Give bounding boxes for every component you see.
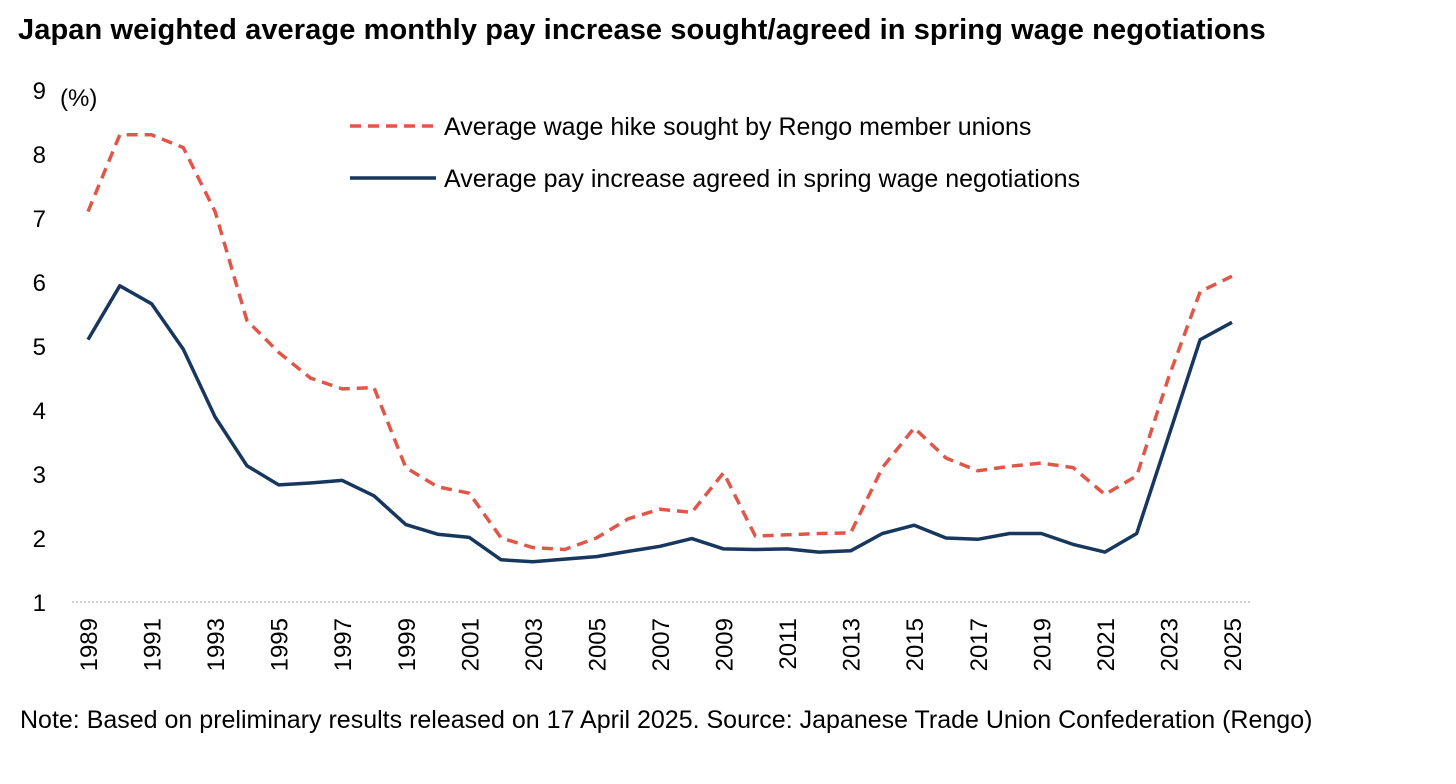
x-tick-label: 2009 — [712, 618, 739, 671]
x-tick-label: 2015 — [902, 618, 929, 671]
line-chart: 1 2 3 4 5 6 7 8 9 (%) 1989 1991 1993 1995 1997 1999 20… — [33, 78, 1250, 671]
y-tick-label: 8 — [33, 142, 46, 169]
legend-label: Average wage hike sought by Rengo member… — [444, 113, 1031, 141]
x-tick-label: 2023 — [1156, 618, 1183, 671]
y-tick-label: 9 — [33, 78, 46, 105]
x-tick-label: 2007 — [648, 618, 675, 671]
x-tick-label: 2017 — [966, 618, 993, 671]
x-tick-label: 2001 — [457, 618, 484, 671]
x-tick-label: 2021 — [1093, 618, 1120, 671]
y-tick-label: 1 — [33, 590, 46, 617]
legend: Average wage hike sought by Rengo member… — [350, 113, 1080, 193]
y-axis-unit-label: (%) — [60, 85, 97, 112]
x-tick-label: 1999 — [394, 618, 421, 671]
chart-note: Note: Based on preliminary results relea… — [20, 706, 1313, 734]
series-line-agreed — [86, 284, 1233, 564]
x-tick-label: 2003 — [521, 618, 548, 671]
x-tick-label: 2013 — [839, 618, 866, 671]
y-tick-label: 3 — [33, 462, 46, 489]
x-tick-label: 2019 — [1029, 618, 1056, 671]
y-axis-ticks: 1 2 3 4 5 6 7 8 9 — [33, 78, 46, 617]
chart-title: Japan weighted average monthly pay incre… — [18, 14, 1266, 46]
x-tick-label: 2011 — [775, 618, 802, 670]
x-tick-label: 1989 — [76, 618, 103, 671]
x-tick-label: 1995 — [267, 618, 294, 671]
series-layer — [86, 133, 1233, 564]
x-tick-label: 2005 — [584, 618, 611, 671]
y-tick-label: 7 — [33, 206, 46, 233]
x-tick-label: 1993 — [203, 618, 230, 671]
legend-label: Average pay increase agreed in spring wa… — [444, 165, 1080, 193]
y-tick-label: 4 — [33, 398, 46, 425]
y-tick-label: 6 — [33, 270, 46, 297]
y-tick-label: 5 — [33, 334, 46, 361]
x-axis-ticks: 1989 1991 1993 1995 1997 1999 2001 2003 2005 2007… — [76, 618, 1247, 671]
x-tick-label: 1991 — [140, 618, 167, 671]
y-tick-label: 2 — [33, 526, 46, 553]
series-line-sought — [86, 133, 1233, 552]
x-tick-label: 1997 — [330, 618, 357, 671]
x-tick-label: 2025 — [1220, 618, 1247, 671]
